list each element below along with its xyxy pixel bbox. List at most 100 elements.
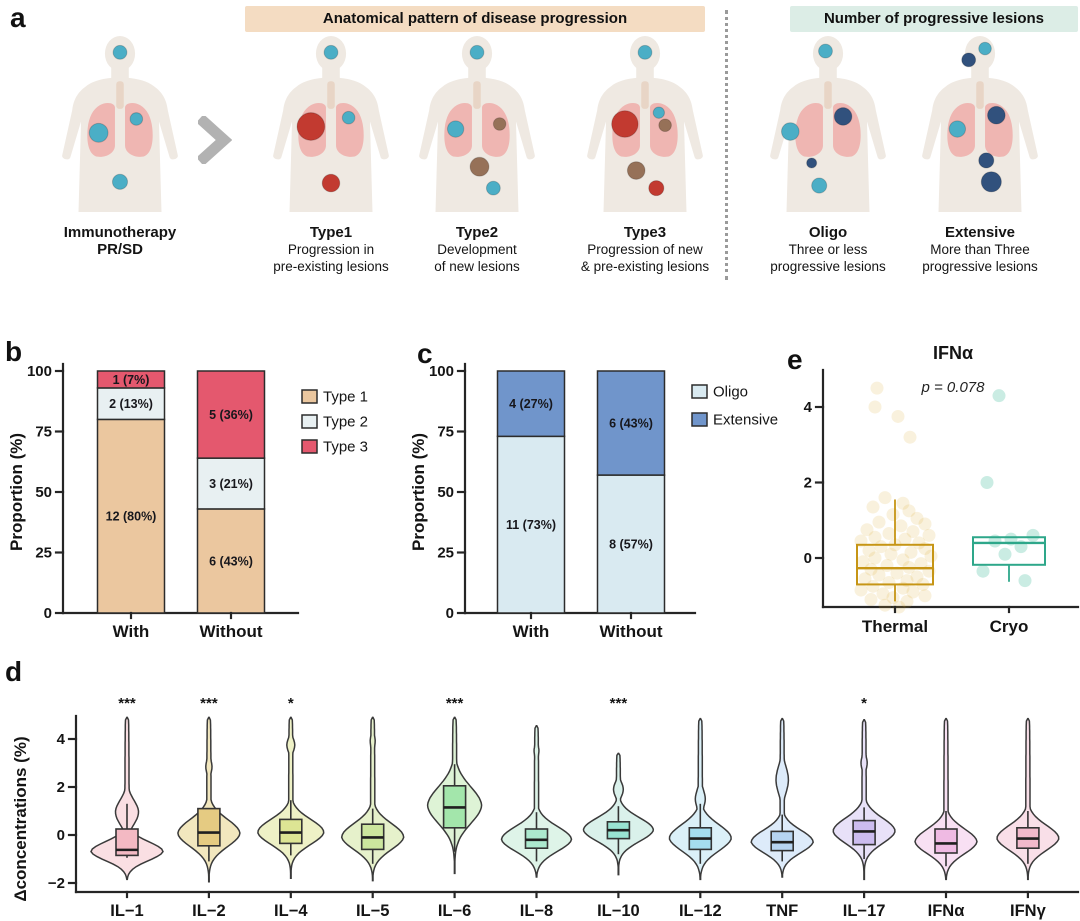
data-point [866,579,880,593]
violin-IL−5 [340,716,405,882]
data-point [903,430,917,444]
cytokine-label: IFNγ [1010,902,1047,920]
progression-arrow-icon [198,116,232,164]
data-point [906,585,920,599]
lesion-existing [112,44,128,60]
lesion-existing [652,106,665,119]
legend-label: Type 2 [323,414,368,431]
lesion-existing [88,122,109,143]
body-torso [770,77,886,212]
violin-IL−2 [177,716,241,883]
cytokine-label: IL−12 [679,902,722,920]
trachea [116,81,124,109]
data-point [872,515,886,529]
lesion-progressive [978,152,995,169]
svg-text:0: 0 [57,827,65,844]
violin-TNF [750,717,815,878]
cytokine-label: TNF [766,902,798,920]
data-point [860,523,874,537]
data-point [868,530,882,544]
chart-title: IFNα [933,343,973,363]
chart-lesion-number-stacked-bar: 0 25 50 75 100 Proportion (%) 11 (73%) 4 (27%) W… [409,362,778,641]
data-point [896,553,910,567]
lesion-new [492,117,507,131]
data-point [878,598,892,612]
svg-text:100: 100 [27,363,52,380]
svg-text:5 (36%): 5 (36%) [209,408,253,422]
caption-oligo: Oligo Three or less progressive lesions [733,224,923,276]
data-point [870,381,884,395]
svg-text:6 (43%): 6 (43%) [209,554,253,568]
cytokine-label: IL−4 [274,902,308,920]
svg-text:2: 2 [804,475,812,492]
category-label: Without [199,622,262,641]
legend-label: Type 1 [323,389,368,406]
caption-title: Oligo [808,224,848,241]
legend-label: Type 3 [323,439,368,456]
data-point [868,551,882,565]
legend-swatch [691,412,708,427]
lesion-existing [129,112,144,126]
svg-text:3 (21%): 3 (21%) [209,477,253,491]
lesion-existing [948,120,967,138]
panel-label-c: c [417,338,433,369]
trachea [327,81,335,109]
bar-segment-type1-with [96,418,166,614]
panel-label-e: e [787,344,803,375]
violin-IFNγ [996,717,1060,881]
y-axis-label: Proportion (%) [409,433,428,551]
lesion-existing [780,122,800,141]
left-lung [795,102,823,157]
category-label: With [113,622,150,641]
lesion-progressive [987,105,1006,125]
data-point [866,500,880,514]
category-label: Without [599,622,662,641]
cytokine-label: IL−6 [438,902,471,920]
lesion-existing [637,44,653,60]
bar-segment-extensive-with [496,370,566,438]
body-figure-type2 [419,36,535,212]
legend-swatch [691,384,708,399]
trachea [824,81,832,109]
significance-marker: *** [610,695,628,712]
data-point [868,400,882,414]
caption-title: Type2 [455,224,499,241]
caption-title: Extensive [944,224,1016,241]
caption-title: Type3 [623,224,667,241]
caption-type1: Type1 Progression in pre-existing lesions [236,224,426,276]
legend-label: Oligo [713,384,748,401]
data-point [1026,528,1040,542]
box-thermal [856,543,934,586]
caption-description: & pre-existing lesions [580,259,710,275]
violin-IL−17 [832,719,896,881]
lesion-existing [469,44,485,60]
lesion-existing [446,120,465,138]
header-number-of-lesions: Number of progressive lesions [790,6,1078,32]
data-point [874,540,888,554]
caption-description: Three or less [788,242,868,257]
data-point [858,572,872,586]
trachea [976,81,984,109]
group-label: Cryo [990,617,1029,636]
svg-text:2: 2 [57,779,65,796]
body-torso [419,77,535,212]
violin-IFNα [914,717,978,881]
body-figure-baseline [62,36,178,212]
data-point [886,508,900,522]
lesion-progressed [648,180,665,197]
legend-swatch [301,389,318,404]
data-point [856,555,870,569]
svg-text:0: 0 [446,605,454,622]
lesion-new [626,161,646,180]
lesion-progressed [296,112,326,141]
data-point [906,525,920,539]
data-point [896,496,910,510]
category-label: With [513,622,550,641]
lesion-existing [811,177,828,194]
data-point [992,389,1006,403]
svg-text:0: 0 [804,550,812,567]
lesion-existing [818,43,833,59]
data-point [924,549,938,563]
caption-title: Immunotherapy [63,224,177,241]
lesion-new [658,118,672,133]
